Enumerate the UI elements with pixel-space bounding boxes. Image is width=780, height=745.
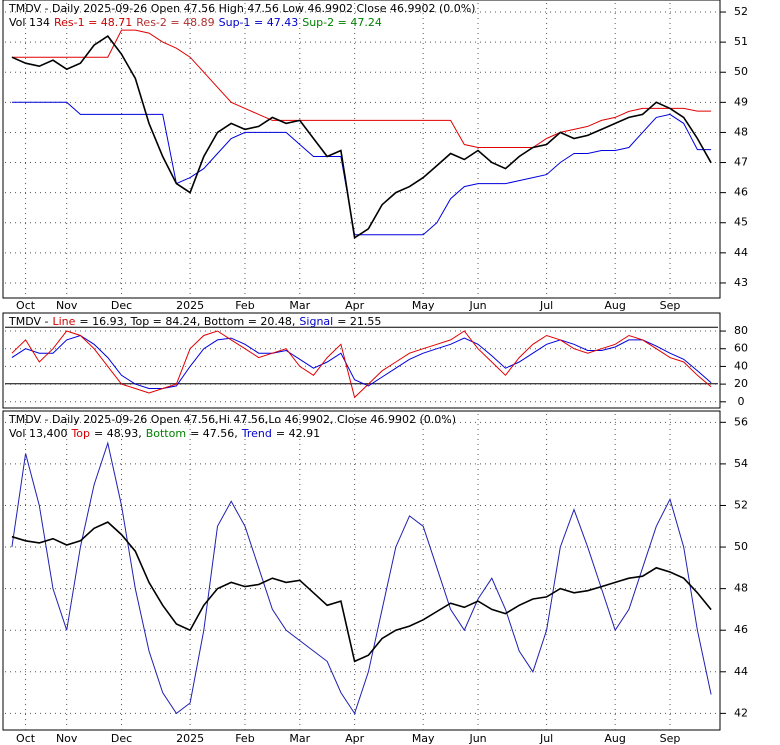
series-line	[11, 521, 712, 663]
panel-frame	[2, 312, 721, 409]
header-text: TMDV - Daily 2025-09-26 Open 47.56,Hi 47…	[8, 413, 456, 426]
x-tick-label: Nov	[56, 732, 78, 745]
series-line	[11, 334, 712, 389]
y-tick-label: 48	[734, 125, 748, 138]
y-tick-label: 45	[734, 216, 748, 229]
header-text: Res-2 = 48.89	[136, 16, 214, 29]
x-tick-label: Nov	[56, 299, 78, 312]
header-text: Bottom	[146, 427, 186, 440]
series-line	[11, 29, 712, 148]
y-tick-label: 47	[734, 156, 748, 169]
y-tick-label: 56	[734, 415, 748, 428]
x-tick-label: Dec	[111, 732, 132, 745]
panel-frame	[2, 410, 721, 731]
header-text: Sup-1 = 47.43	[219, 16, 299, 29]
panel-frame	[2, 0, 721, 299]
x-tick-label: Jul	[539, 299, 553, 312]
x-tick-label: Dec	[111, 299, 132, 312]
x-tick-label: May	[412, 732, 435, 745]
x-tick-label: Jun	[468, 732, 486, 745]
header-text: = 21.55	[337, 315, 381, 328]
header-text: Top	[70, 427, 90, 440]
x-tick-label: Apr	[345, 299, 365, 312]
x-tick-label: Jun	[468, 299, 486, 312]
header-text: = 16.93, Top = 84.24, Bottom = 20.48,	[79, 315, 295, 328]
series-line	[11, 101, 712, 236]
y-tick-label: 44	[734, 665, 748, 678]
x-tick-label: Feb	[235, 299, 254, 312]
y-tick-label: 54	[734, 457, 748, 470]
x-tick-label: May	[412, 299, 435, 312]
header-line: TMDV - Daily 2025-09-26 Open 47.56 High …	[8, 2, 475, 15]
x-tick-label: Aug	[604, 732, 625, 745]
header-text: TMDV -	[8, 315, 49, 328]
x-tick-label: Oct	[16, 732, 36, 745]
header-text: Sup-2 = 47.24	[302, 16, 382, 29]
y-tick-label: 80	[734, 324, 748, 337]
y-tick-label: 40	[734, 359, 748, 372]
header-text: Trend	[241, 427, 272, 440]
series-line	[11, 441, 712, 715]
y-tick-label: 20	[734, 377, 748, 390]
x-tick-label: Sep	[660, 732, 681, 745]
y-tick-label: 60	[734, 342, 748, 355]
header-line: Vol 134 Res-1 = 48.71 Res-2 = 48.89 Sup-1 =…	[9, 16, 382, 29]
header-text: TMDV - Daily 2025-09-26 Open 47.56 High …	[8, 2, 475, 15]
header-text: Vol 13,400	[9, 427, 67, 440]
header-text: Vol 134	[9, 16, 50, 29]
y-tick-label: 42	[734, 706, 748, 719]
x-tick-label: Sep	[660, 299, 681, 312]
y-tick-label: 0	[738, 395, 745, 408]
series-line	[11, 330, 712, 399]
y-tick-label: 43	[734, 276, 748, 289]
x-tick-label: Jul	[539, 732, 553, 745]
y-tick-label: 52	[734, 5, 748, 18]
y-tick-label: 48	[734, 582, 748, 595]
y-tick-label: 46	[734, 186, 748, 199]
header-line: TMDV - Line = 16.93, Top = 84.24, Bottom =…	[8, 315, 381, 328]
header-text: Signal	[299, 315, 333, 328]
header-text: = 42.91	[276, 427, 320, 440]
y-tick-label: 52	[734, 498, 748, 511]
x-tick-label: Aug	[604, 299, 625, 312]
x-tick-label: 2025	[176, 299, 204, 312]
x-tick-label: Mar	[289, 299, 310, 312]
y-tick-label: 46	[734, 623, 748, 636]
header-line: TMDV - Daily 2025-09-26 Open 47.56,Hi 47…	[8, 413, 456, 426]
y-tick-label: 51	[734, 35, 748, 48]
x-tick-label: Apr	[345, 732, 365, 745]
y-tick-label: 50	[734, 65, 748, 78]
series-line	[11, 35, 712, 240]
x-tick-label: 2025	[176, 732, 204, 745]
x-tick-label: Feb	[235, 732, 254, 745]
y-tick-label: 50	[734, 540, 748, 553]
header-text: Res-1 = 48.71	[54, 16, 132, 29]
x-tick-label: Mar	[289, 732, 310, 745]
header-text: = 48.93,	[94, 427, 142, 440]
y-tick-label: 44	[734, 246, 748, 259]
header-text: = 47.56,	[190, 427, 238, 440]
header-text: Line	[52, 315, 75, 328]
y-tick-label: 49	[734, 95, 748, 108]
x-tick-label: Oct	[16, 299, 36, 312]
header-line: Vol 13,400 Top = 48.93, Bottom = 47.56, Trend…	[9, 427, 320, 440]
